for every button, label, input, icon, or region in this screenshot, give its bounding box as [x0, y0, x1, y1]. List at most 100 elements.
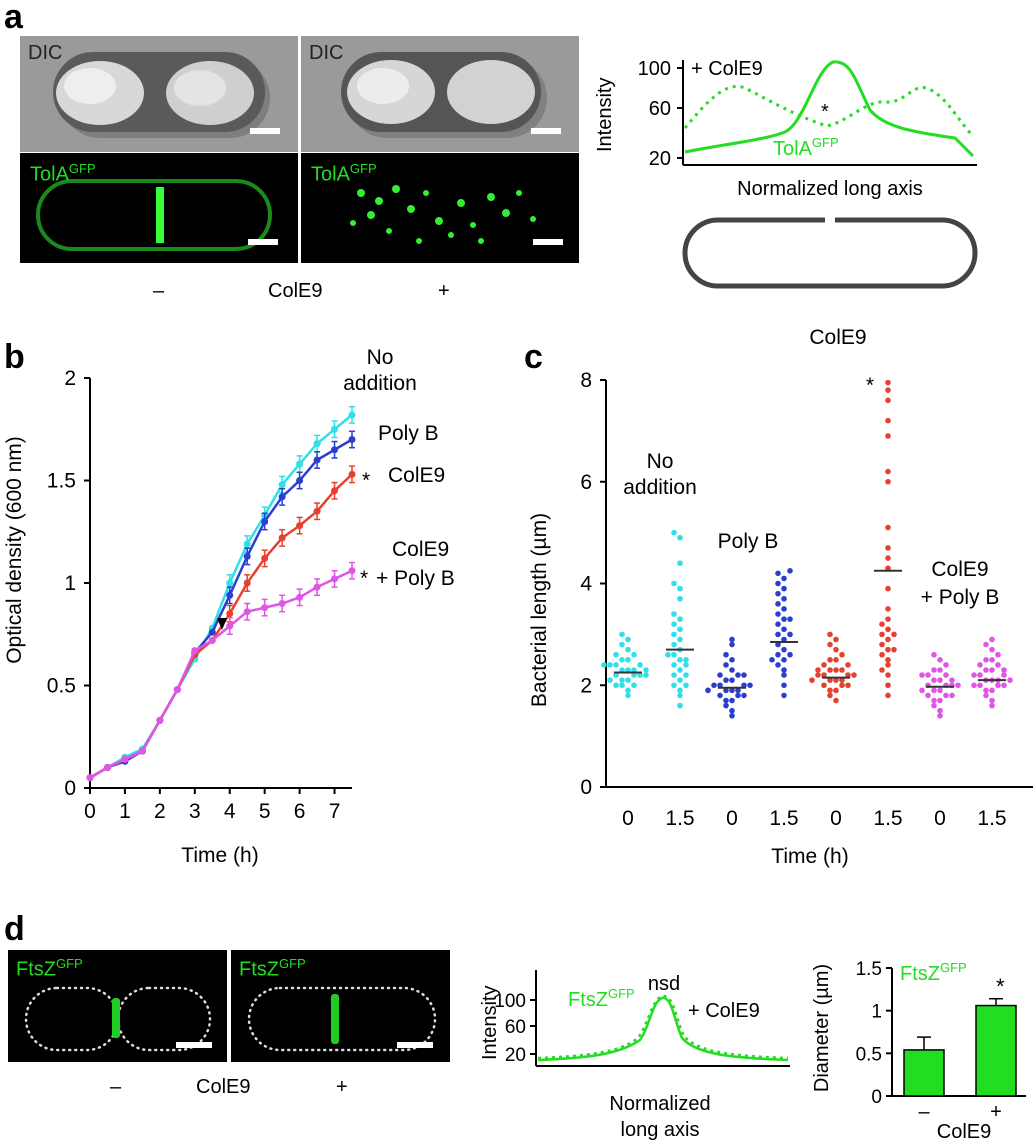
data-point [833, 687, 839, 694]
data-point [313, 583, 321, 591]
data-point [723, 687, 729, 694]
data-point [891, 631, 897, 638]
data-point [723, 697, 729, 704]
star: * [360, 567, 368, 590]
data-point [243, 540, 251, 548]
data-point [885, 636, 891, 643]
data-point [313, 507, 321, 515]
data-point [879, 631, 885, 638]
label-cole9-polyb: ColE9 [392, 538, 449, 561]
cole9-plus: + [336, 1076, 348, 1098]
data-point [943, 692, 949, 699]
data-point [677, 687, 683, 694]
data-point [331, 487, 339, 495]
growth-curve-chart: 00.511.520 1 2 3 4 5 6 7 Optical density (600 n… [3, 346, 455, 867]
data-point [613, 672, 619, 678]
y-tick-label: 2 [580, 674, 592, 697]
data-point [717, 692, 723, 699]
data-point [243, 552, 251, 560]
data-point [983, 667, 989, 673]
data-point [833, 697, 839, 704]
data-point [931, 651, 937, 658]
star: * [362, 469, 370, 492]
data-point [677, 626, 683, 633]
data-point [729, 707, 735, 714]
panel-a-letter: a [4, 0, 23, 36]
data-point [677, 534, 683, 541]
data-point [121, 755, 129, 763]
panel-d-letter: d [4, 910, 25, 948]
data-point [781, 575, 787, 582]
tola-label: TolAGFP [311, 161, 377, 186]
data-point [781, 606, 787, 612]
tola-label: TolAGFP [30, 161, 96, 186]
y-tick-label: 1 [64, 572, 76, 595]
x-tick-label: 0 [934, 807, 946, 830]
data-point [671, 580, 677, 587]
data-point [937, 657, 943, 663]
y-axis-label: Diameter (µm) [811, 964, 833, 1092]
data-point [781, 636, 787, 643]
data-point [781, 626, 787, 633]
data-point [943, 672, 949, 678]
cole9-label: ColE9 [196, 1076, 251, 1098]
bar [903, 1049, 945, 1097]
x-axis-label: Normalized [609, 1093, 710, 1115]
data-point [677, 677, 683, 683]
data-point [885, 397, 891, 404]
x-tick-label: 6 [294, 800, 306, 823]
y-tick-label: 0.5 [856, 1044, 882, 1065]
data-point [296, 460, 304, 468]
data-point [885, 433, 891, 439]
y-tick-label: 0 [580, 776, 592, 799]
data-point [839, 677, 845, 683]
data-point [885, 468, 891, 475]
data-point [735, 687, 741, 694]
y-tick-label: 0 [871, 1087, 882, 1108]
data-point [781, 616, 787, 622]
data-point [671, 672, 677, 678]
data-point [631, 651, 637, 658]
data-point [625, 687, 631, 694]
data-point [296, 593, 304, 601]
data-point [331, 425, 339, 433]
data-point [173, 686, 181, 694]
data-point [989, 687, 995, 694]
data-point [625, 636, 631, 643]
data-point [671, 662, 677, 668]
data-point [879, 621, 885, 627]
data-point [625, 692, 631, 699]
data-point [989, 657, 995, 663]
data-point [601, 662, 607, 668]
x-tick-label: + [990, 1101, 1002, 1123]
data-point [619, 631, 625, 638]
data-point [348, 470, 356, 478]
x-tick-label: 1.5 [977, 807, 1006, 830]
data-point [937, 712, 943, 719]
label-no-addition: No [647, 450, 674, 473]
data-point [891, 646, 897, 653]
data-point [671, 529, 677, 536]
data-point [671, 611, 677, 617]
panel-c-letter: c [524, 338, 543, 376]
data-point [885, 626, 891, 633]
data-point [313, 440, 321, 448]
data-point [977, 672, 983, 678]
data-point [885, 417, 891, 424]
data-point [989, 646, 995, 653]
data-point [677, 667, 683, 673]
data-point [278, 481, 286, 489]
data-point [879, 651, 885, 658]
label-cole9: ColE9 [809, 326, 866, 349]
data-point [613, 651, 619, 658]
data-point [631, 682, 637, 689]
data-point [775, 651, 781, 658]
data-point [885, 692, 891, 699]
label-cole9-polyb: ColE9 [931, 558, 988, 581]
data-point [839, 651, 845, 658]
data-point [625, 667, 631, 673]
data-point [885, 662, 891, 668]
cole9-label: ColE9 [268, 280, 323, 302]
x-tick-label: 1.5 [873, 807, 902, 830]
data-point [815, 672, 821, 678]
